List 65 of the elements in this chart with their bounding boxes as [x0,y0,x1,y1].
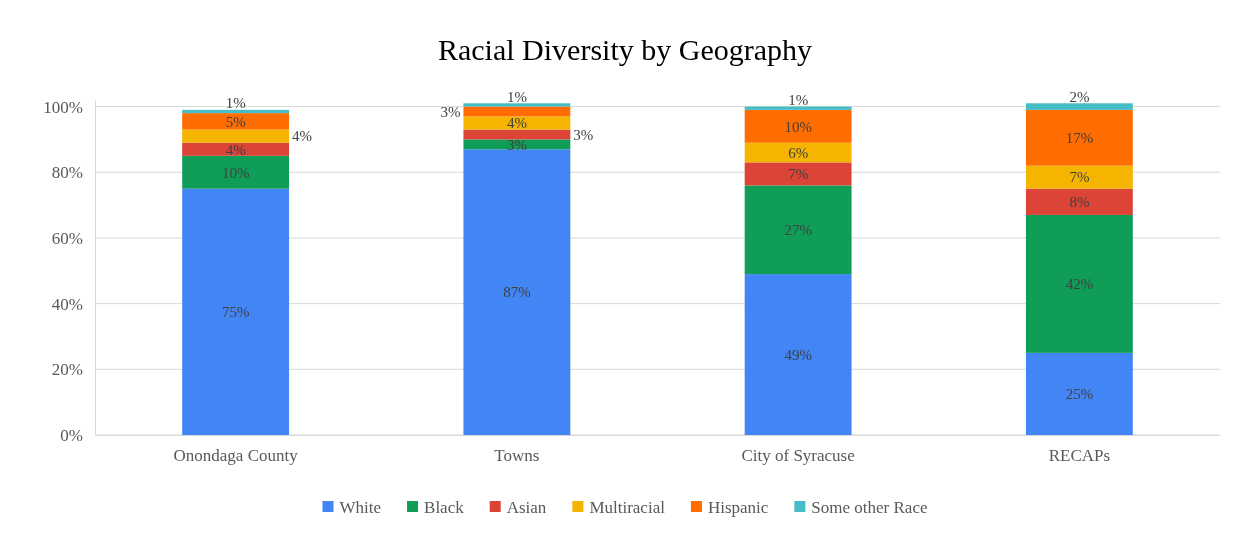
y-tick-label: 100% [43,97,83,117]
bar [182,113,290,130]
bar [463,139,571,150]
data-label: 4% [506,115,527,132]
legend-label: Asian [506,497,547,517]
data-label: 87% [503,284,531,301]
y-tick-label: 80% [51,163,83,183]
y-tick-label: 0% [60,425,83,445]
data-label: 4% [292,128,313,145]
data-label: 3% [573,126,594,143]
legend-label: Multiracial [589,497,666,517]
legend-label: Some other Race [811,497,928,517]
bar [1025,109,1133,166]
chart-title: Racial Diversity by Geography [437,33,813,66]
bar [744,106,852,110]
bar [463,116,571,130]
bar [744,274,852,435]
bar [182,188,290,435]
bar [744,142,852,163]
bar [1025,103,1133,110]
bar [463,106,571,117]
bar [463,103,571,107]
data-label: 5% [225,113,246,130]
data-label: 42% [1065,276,1094,293]
bar [463,129,571,140]
y-tick-label: 20% [51,360,83,380]
legend-label: Hispanic [707,497,769,517]
data-label: 1% [788,91,809,108]
data-label: 3% [440,103,461,120]
bar [1025,214,1133,353]
bar [182,129,290,143]
bar [1025,188,1133,215]
legend-label: White [339,497,382,517]
y-tick-label: 60% [51,228,83,248]
data-label: 49% [784,346,812,363]
data-label: 27% [784,221,812,238]
data-label: 75% [221,304,250,321]
data-label: 1% [506,88,527,105]
data-label: 3% [506,136,527,153]
data-label: 17% [1065,130,1094,147]
data-label: 7% [788,166,809,183]
data-label: 8% [1069,194,1090,211]
data-label: 2% [1069,88,1090,105]
x-tick-label: Onondaga County [173,446,299,466]
data-label: 7% [1069,169,1090,186]
bar [744,185,852,275]
data-label: 4% [225,141,246,158]
bar [1025,352,1133,435]
data-label: 10% [784,118,812,135]
bar [1025,165,1133,189]
data-label: 6% [788,144,809,161]
y-tick-label: 40% [51,294,83,314]
legend-label: Black [424,497,465,517]
bar [744,109,852,143]
data-label: 10% [221,164,250,181]
data-label: 25% [1065,386,1094,403]
x-tick-label: City of Syracuse [741,446,855,466]
bar [463,149,571,435]
bar [182,142,290,156]
bar [744,162,852,186]
data-label: 1% [225,95,246,112]
bar [182,109,290,114]
x-tick-label: Towns [494,446,540,466]
bar [182,155,290,189]
x-tick-label: RECAPs [1048,446,1111,466]
